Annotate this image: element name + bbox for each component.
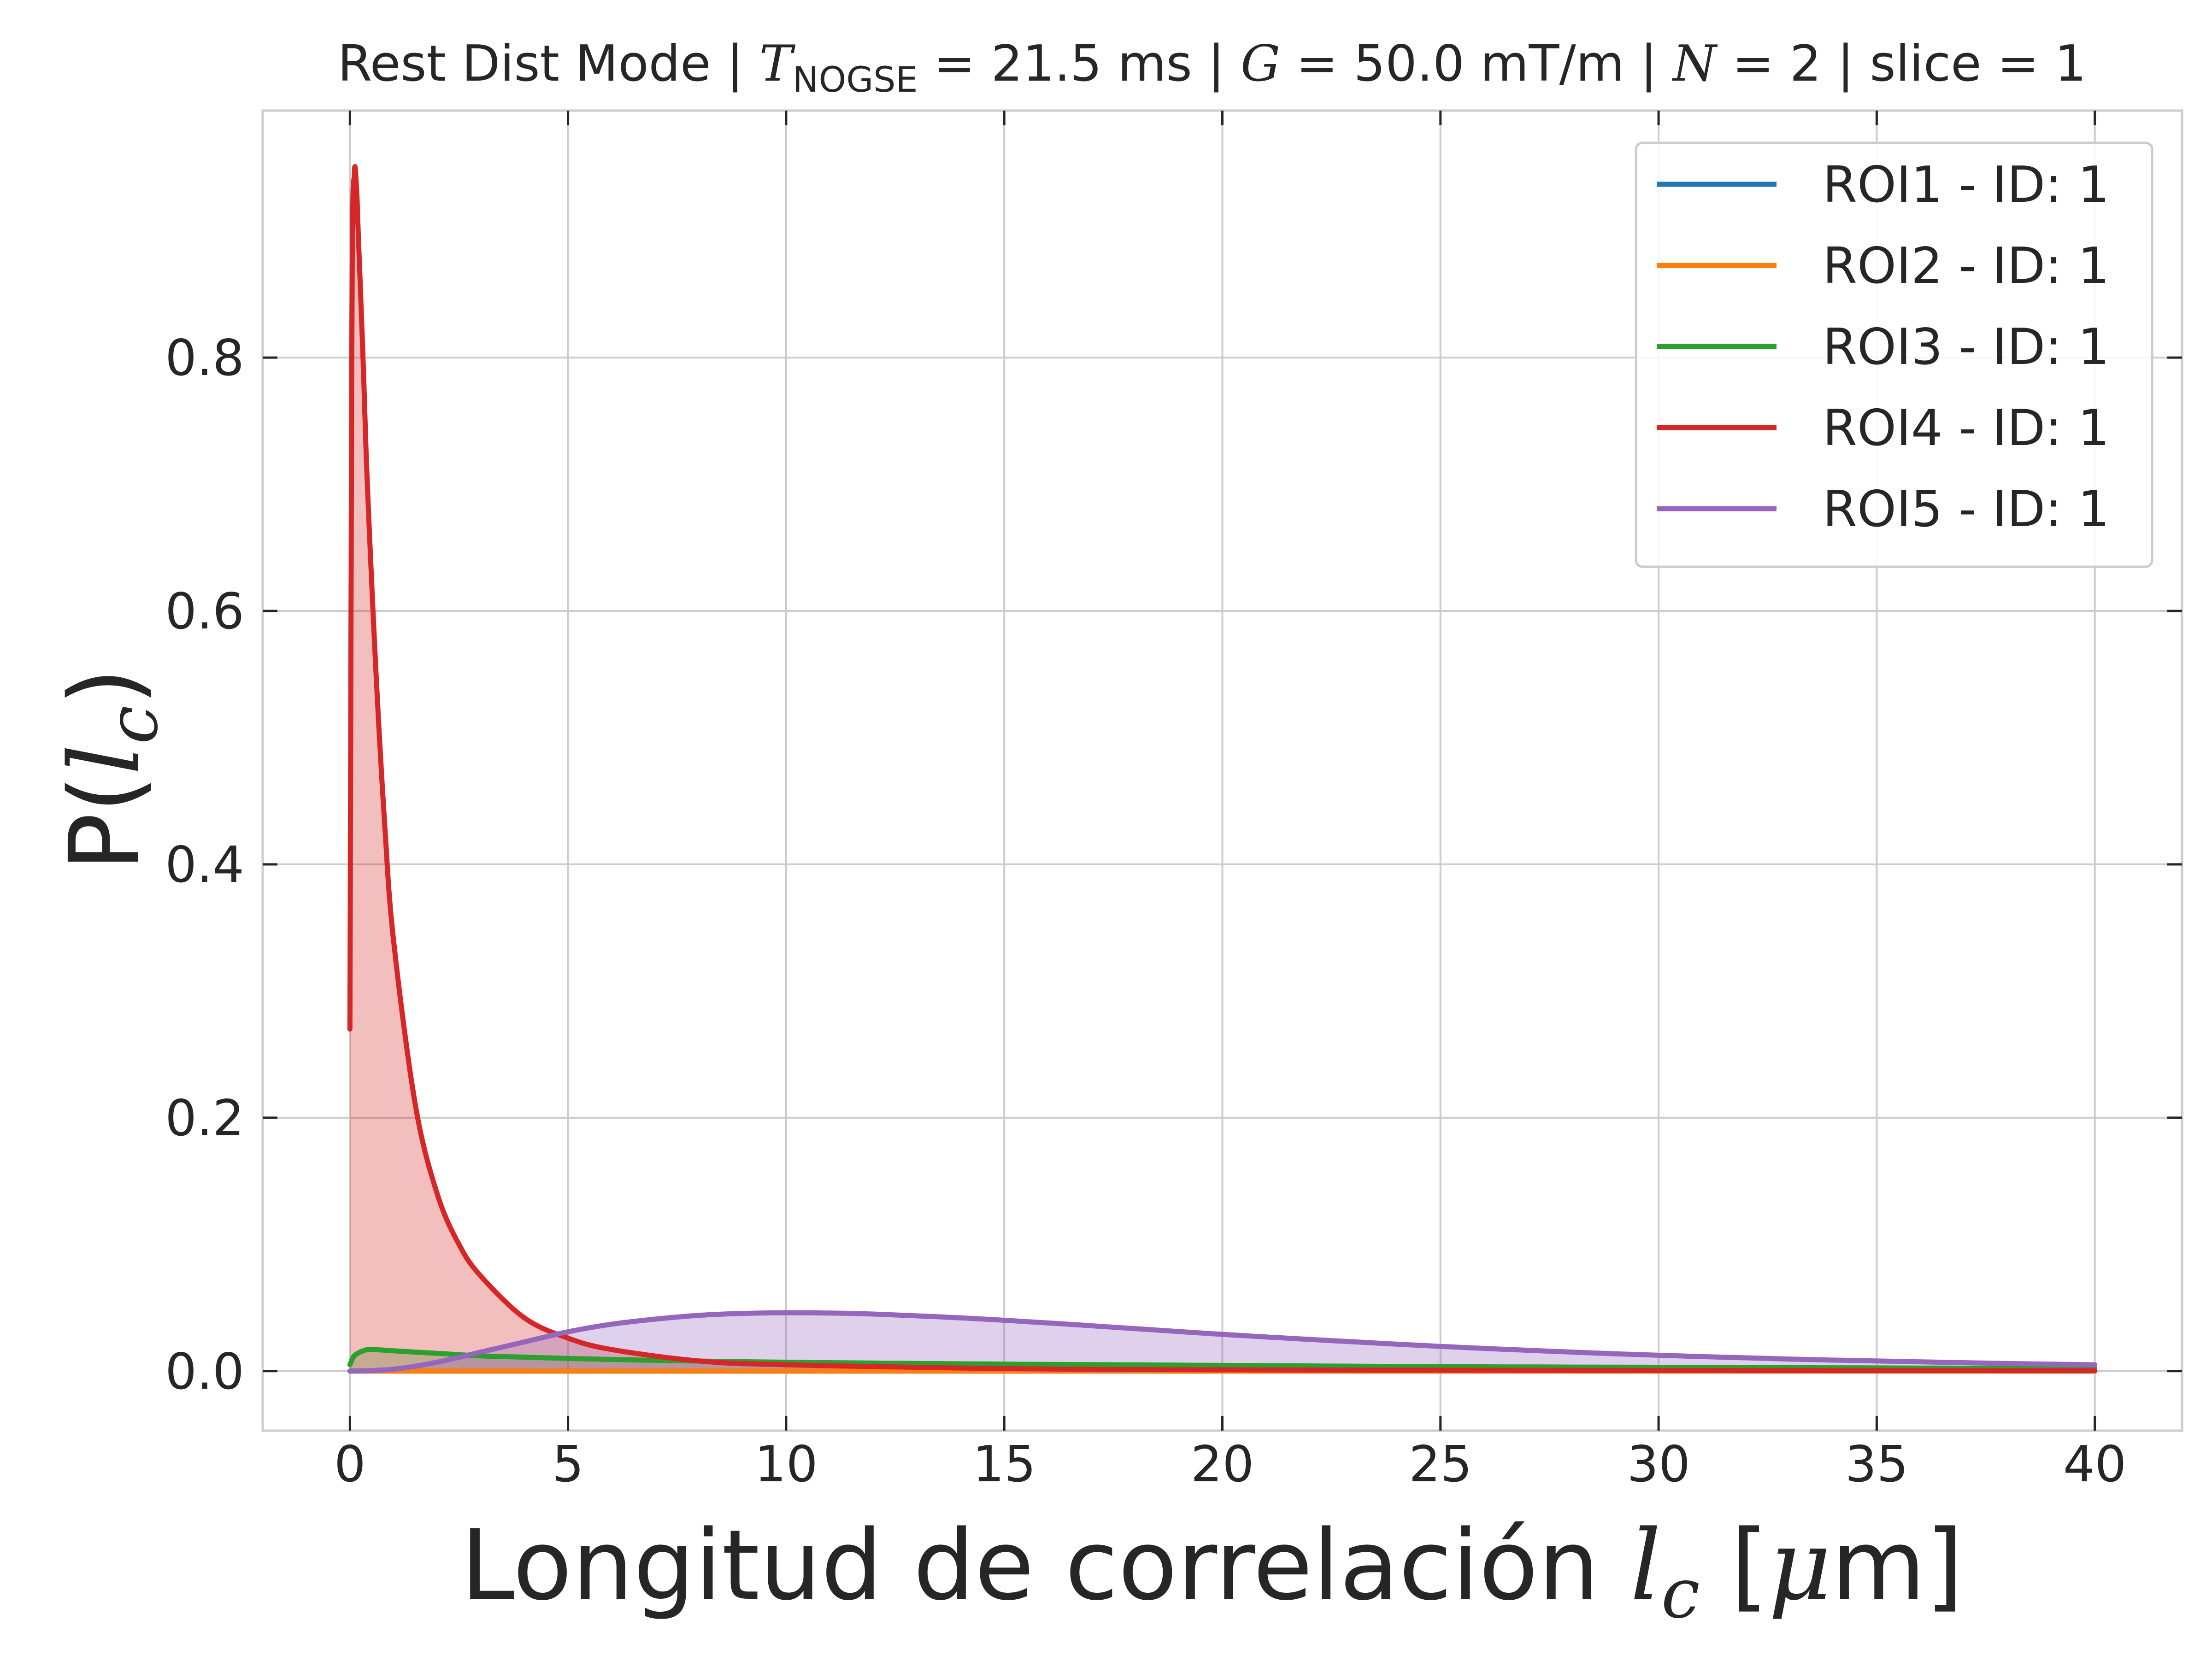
x-tick-label: 40: [2063, 1436, 2126, 1493]
y-tick-label: 0.2: [165, 1090, 244, 1147]
y-axis-label: P(lc): [48, 668, 173, 871]
grid-lines: [263, 111, 2182, 1431]
legend-label: ROI4 - ID: 1: [1823, 399, 2110, 457]
y-tick-label: 0.6: [165, 583, 244, 640]
x-label-text: Longitud de correlación: [461, 1509, 1630, 1622]
title-g-symbol: G: [1241, 35, 1280, 93]
roi3-line: [347, 1347, 2098, 1371]
legend-label: ROI1 - ID: 1: [1823, 156, 2110, 214]
y-label-text: P(: [48, 775, 161, 871]
y-tick-labels: 0.0 0.2 0.4 0.6 0.8: [165, 329, 244, 1401]
y-label-var: l: [48, 744, 161, 775]
title-t-symbol: T: [759, 35, 796, 93]
x-tick-label: 35: [1845, 1436, 1908, 1493]
x-tick-label: 30: [1627, 1436, 1690, 1493]
x-axis-label: Longitud de correlación lc [μm]: [461, 1509, 1964, 1634]
y-label-sub: c: [93, 705, 173, 744]
x-tick-label: 25: [1409, 1436, 1472, 1493]
legend-label: ROI5 - ID: 1: [1823, 481, 2110, 538]
chart-title: Rest Dist Mode | TNOGSE = 21.5 ms | G = …: [338, 35, 2087, 100]
x-label-unit-close: m]: [1831, 1509, 1964, 1622]
title-t-subscript: NOGSE: [793, 59, 918, 100]
x-label-mu: μ: [1768, 1509, 1831, 1622]
title-prefix: Rest Dist Mode |: [338, 35, 759, 93]
roi4-line: [347, 164, 2098, 1373]
tick-marks: [263, 111, 2182, 1431]
roi5-line: [347, 1310, 2098, 1374]
y-label-close: ): [48, 668, 161, 705]
x-label-unit-open: [: [1700, 1509, 1769, 1622]
x-label-sub: c: [1661, 1554, 1700, 1634]
legend-label: ROI2 - ID: 1: [1823, 237, 2110, 295]
legend-label: ROI3 - ID: 1: [1823, 318, 2110, 376]
legend-box: [1635, 141, 2153, 568]
x-tick-label: 20: [1191, 1436, 1254, 1493]
x-tick-label: 0: [334, 1436, 366, 1493]
title-n-symbol: N: [1671, 35, 1718, 93]
y-tick-label: 0.8: [165, 329, 244, 387]
y-tick-label: 0.0: [165, 1343, 244, 1401]
x-label-var: l: [1630, 1509, 1661, 1622]
title-g-value: = 50.0 mT/m |: [1280, 35, 1673, 93]
series-lines: [347, 164, 2098, 1374]
title-n-value: = 2 | slice = 1: [1717, 35, 2087, 93]
y-tick-label: 0.4: [165, 836, 244, 894]
x-tick-labels: 0 5 10 15 20 25 30 35 40: [334, 1436, 2126, 1493]
legend: ROI1 - ID: 1 ROI2 - ID: 1 ROI3 - ID: 1 ROI4…: [1635, 141, 2153, 568]
x-tick-label: 5: [552, 1436, 584, 1493]
x-tick-label: 10: [754, 1436, 818, 1493]
x-tick-label: 15: [972, 1436, 1035, 1493]
title-t-value: = 21.5 ms |: [918, 35, 1240, 93]
